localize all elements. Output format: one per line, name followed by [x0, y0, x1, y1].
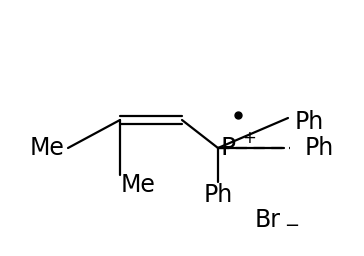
Text: Ph: Ph — [295, 110, 324, 134]
Text: Ph: Ph — [203, 183, 233, 207]
Text: Me: Me — [30, 136, 65, 160]
Text: +: + — [242, 129, 256, 147]
Text: Me: Me — [120, 173, 155, 197]
Text: −: − — [284, 217, 299, 235]
Text: Ph: Ph — [305, 136, 334, 160]
Text: Br: Br — [255, 208, 281, 232]
Text: P: P — [221, 136, 236, 160]
